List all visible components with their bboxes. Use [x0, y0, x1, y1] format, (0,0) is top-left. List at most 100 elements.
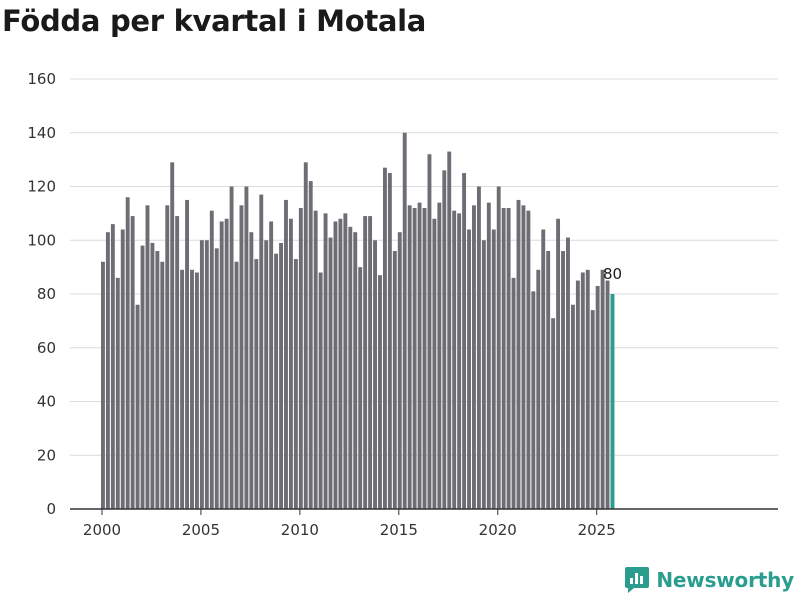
x-tick-label: 2020	[479, 521, 517, 539]
bar	[120, 229, 125, 509]
y-tick-label: 0	[46, 500, 56, 518]
bar	[239, 205, 244, 509]
bar	[155, 251, 160, 509]
bar	[165, 205, 170, 509]
bar	[486, 202, 491, 509]
bar	[323, 213, 328, 509]
y-tick-label: 40	[37, 393, 56, 411]
bar	[585, 269, 590, 509]
bar	[254, 259, 259, 509]
bar	[333, 221, 338, 509]
bar	[125, 197, 130, 509]
bar	[298, 208, 303, 509]
y-tick-label: 60	[37, 339, 56, 357]
bar	[511, 277, 516, 509]
bar	[190, 269, 194, 509]
bar	[521, 205, 526, 509]
bar	[284, 199, 288, 509]
y-tick-label: 80	[37, 285, 56, 303]
bar	[229, 186, 234, 509]
bar	[407, 205, 412, 509]
bar	[556, 218, 561, 509]
bar	[368, 216, 373, 509]
x-tick-label: 2025	[578, 521, 616, 539]
bar	[209, 210, 214, 509]
bar	[467, 229, 471, 509]
bar	[397, 232, 402, 509]
bar	[496, 186, 501, 509]
bar	[135, 304, 140, 509]
last-value-label: 80	[603, 265, 622, 283]
bar	[170, 162, 175, 509]
bar	[546, 251, 551, 509]
bar	[432, 218, 437, 509]
chart-title: Födda per kvartal i Motala	[2, 4, 427, 38]
brand-name: Newsworthy	[656, 568, 794, 592]
bar	[293, 259, 298, 509]
bar	[204, 240, 209, 509]
bar	[472, 205, 476, 509]
bar	[561, 251, 565, 509]
bar	[353, 232, 358, 509]
bar	[338, 218, 343, 509]
bar	[373, 240, 377, 509]
bar	[605, 280, 610, 509]
bar	[214, 248, 219, 509]
bar	[269, 221, 274, 509]
bar	[476, 186, 481, 509]
bar	[363, 216, 368, 509]
x-tick-label: 2005	[182, 521, 220, 539]
bar	[185, 199, 189, 509]
bar	[531, 291, 536, 509]
brand-footer: Newsworthy	[624, 566, 794, 594]
bar	[105, 232, 110, 509]
bar	[378, 275, 382, 509]
bar	[150, 242, 155, 509]
bar	[501, 208, 506, 509]
bar	[462, 173, 467, 509]
y-tick-label: 100	[27, 231, 56, 249]
x-tick-label: 2000	[83, 521, 121, 539]
bar	[194, 272, 199, 509]
bar	[219, 221, 224, 509]
bar	[506, 208, 511, 509]
bar	[303, 162, 308, 509]
bar	[279, 242, 283, 509]
bar	[447, 151, 452, 509]
bar	[566, 237, 570, 509]
bar	[516, 199, 521, 509]
bar	[412, 208, 417, 509]
bar	[457, 213, 462, 509]
bar	[199, 240, 204, 509]
bar	[180, 269, 185, 509]
bar	[526, 210, 531, 509]
bar	[313, 210, 318, 509]
bar	[234, 261, 239, 509]
bar	[387, 173, 392, 509]
bar-highlight	[610, 294, 615, 509]
axes	[70, 508, 778, 515]
bar	[274, 253, 279, 509]
newsworthy-logo-icon	[625, 567, 650, 593]
bar	[392, 251, 397, 509]
bar	[590, 310, 595, 509]
bar	[115, 277, 120, 509]
x-tick-label: 2010	[281, 521, 319, 539]
bar	[427, 154, 432, 509]
bar	[140, 245, 145, 509]
tick-labels: 0 20 40 60 80 100 120 140 160 80 2000 2005 2010 2015 2…	[27, 70, 622, 539]
bar	[328, 237, 333, 509]
bar	[382, 167, 387, 509]
bar	[318, 272, 323, 509]
bar	[160, 261, 165, 509]
bar	[249, 232, 254, 509]
bar	[580, 272, 585, 509]
bar	[600, 269, 605, 509]
bar	[343, 213, 348, 509]
bar	[570, 304, 575, 509]
bar	[244, 186, 249, 509]
bar	[259, 194, 264, 509]
bar	[358, 267, 363, 509]
bar	[422, 208, 427, 509]
